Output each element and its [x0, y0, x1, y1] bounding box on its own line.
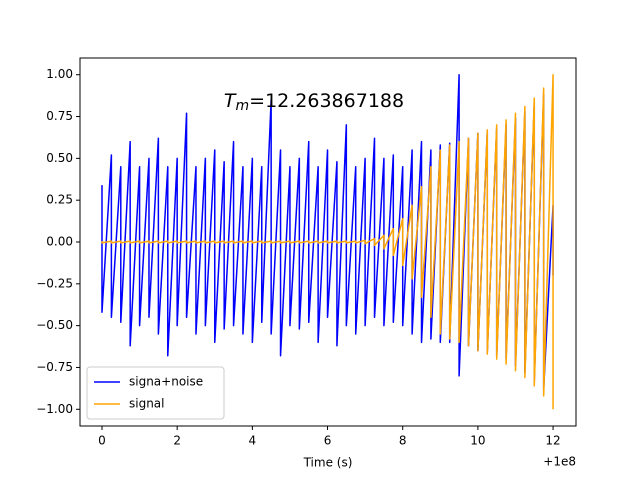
y-tick-label: 0.50 [46, 151, 73, 165]
annotation: Tm=12.263867188 [224, 90, 404, 115]
series-line [101, 73, 554, 410]
x-tick-label: 2 [173, 434, 181, 448]
annotation-text: =12.263867188 [249, 90, 404, 112]
y-tick-label: −0.75 [36, 360, 73, 374]
annotation-subscript: m [236, 98, 250, 114]
y-tick-label: 1.00 [46, 67, 73, 81]
annotation-symbol: T [224, 90, 237, 112]
legend-label: signal [129, 397, 165, 411]
plot-area [101, 73, 554, 410]
x-tick-label: 0 [98, 434, 106, 448]
x-offset-label: +1e8 [543, 455, 576, 469]
legend-label: signa+noise [129, 375, 203, 389]
x-tick-label: 6 [324, 434, 332, 448]
legend-box [86, 366, 225, 420]
y-tick-label: −1.00 [36, 402, 73, 416]
x-tick-label: 8 [399, 434, 407, 448]
x-axis-label: Time (s) [303, 456, 353, 470]
x-tick-label: 12 [545, 434, 560, 448]
x-tick-label: 4 [249, 434, 257, 448]
y-tick-label: 0.25 [46, 193, 73, 207]
y-tick-label: −0.25 [36, 276, 73, 290]
y-tick-label: −0.50 [36, 318, 73, 332]
y-tick-label: 0.75 [46, 109, 73, 123]
y-tick-label: 0.00 [46, 235, 73, 249]
x-tick-label: 10 [470, 434, 485, 448]
